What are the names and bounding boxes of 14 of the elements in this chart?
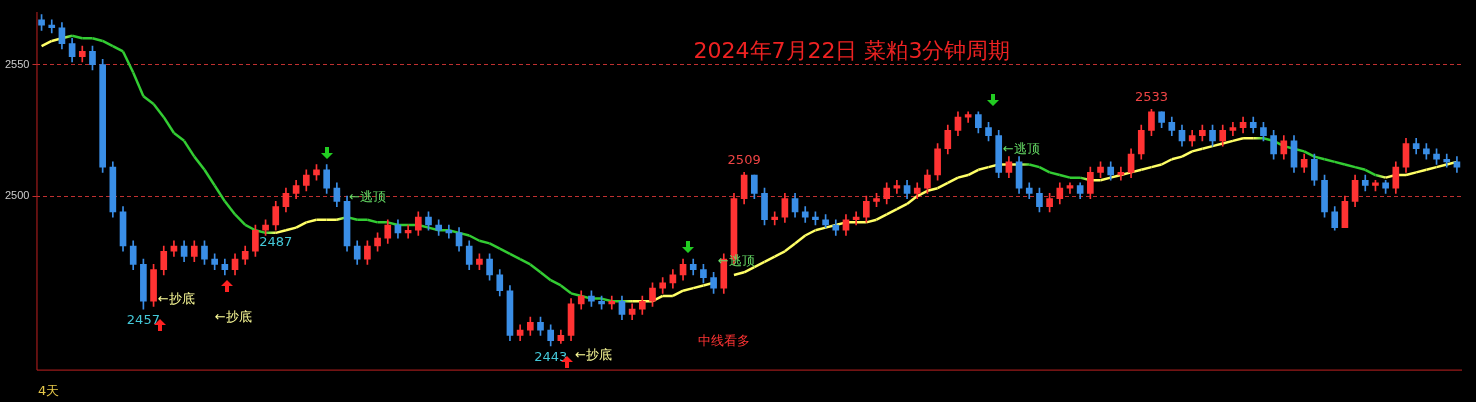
- text: 4天: [38, 383, 60, 399]
- annotation: ←抄底: [157, 291, 195, 307]
- annotation: 中线看多: [697, 333, 750, 349]
- y-tick-label: 2550: [4, 57, 30, 70]
- text: 2024年7月22日 菜粕3分钟周期: [693, 37, 1011, 63]
- annotation: ←抄底: [575, 347, 613, 363]
- annotation: 2533: [1134, 88, 1168, 104]
- annotation: ←逃顶: [1002, 141, 1040, 157]
- annotation: 2487: [259, 233, 293, 249]
- annotation: 2457: [126, 312, 160, 328]
- annotation: ←抄底: [214, 309, 252, 325]
- annotation: 2509: [727, 151, 761, 167]
- y-tick-label: 2500: [4, 189, 30, 202]
- annotation: ←逃顶: [349, 189, 386, 205]
